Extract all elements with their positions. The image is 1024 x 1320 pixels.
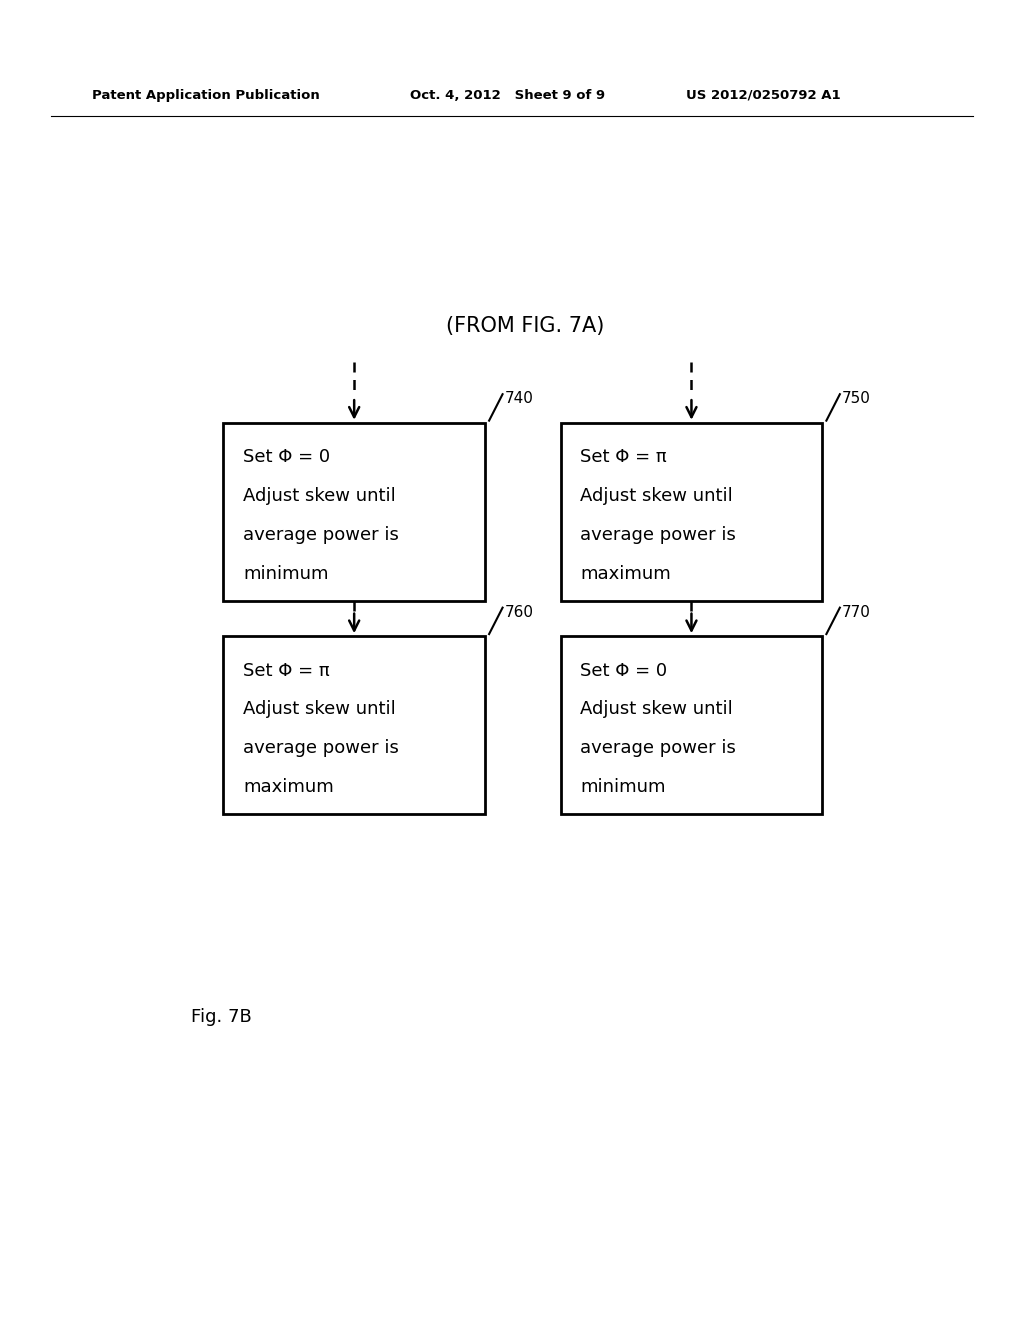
Text: Oct. 4, 2012   Sheet 9 of 9: Oct. 4, 2012 Sheet 9 of 9 (410, 88, 605, 102)
Text: Set Φ = 0: Set Φ = 0 (581, 661, 668, 680)
Text: minimum: minimum (243, 565, 329, 582)
Text: 740: 740 (505, 392, 534, 407)
Text: Set Φ = π: Set Φ = π (243, 661, 330, 680)
Bar (223, 636, 485, 814)
Text: maximum: maximum (243, 777, 334, 796)
Bar (223, 422, 485, 601)
Text: 770: 770 (842, 605, 871, 620)
Text: Set Φ = 0: Set Φ = 0 (243, 449, 330, 466)
Text: Set Φ = π: Set Φ = π (581, 449, 667, 466)
Bar (560, 422, 822, 601)
Text: minimum: minimum (581, 777, 666, 796)
Text: average power is: average power is (243, 525, 399, 544)
Text: 760: 760 (505, 605, 534, 620)
Text: Patent Application Publication: Patent Application Publication (92, 88, 319, 102)
Text: US 2012/0250792 A1: US 2012/0250792 A1 (686, 88, 841, 102)
Text: 750: 750 (842, 392, 871, 407)
Text: Adjust skew until: Adjust skew until (581, 487, 733, 506)
Text: Adjust skew until: Adjust skew until (581, 701, 733, 718)
Text: average power is: average power is (243, 739, 399, 758)
Text: average power is: average power is (581, 525, 736, 544)
Text: average power is: average power is (581, 739, 736, 758)
Text: (FROM FIG. 7A): (FROM FIG. 7A) (445, 315, 604, 337)
Text: Adjust skew until: Adjust skew until (243, 701, 396, 718)
Text: maximum: maximum (581, 565, 671, 582)
Text: Adjust skew until: Adjust skew until (243, 487, 396, 506)
Bar (560, 636, 822, 814)
Text: Fig. 7B: Fig. 7B (191, 1008, 252, 1026)
